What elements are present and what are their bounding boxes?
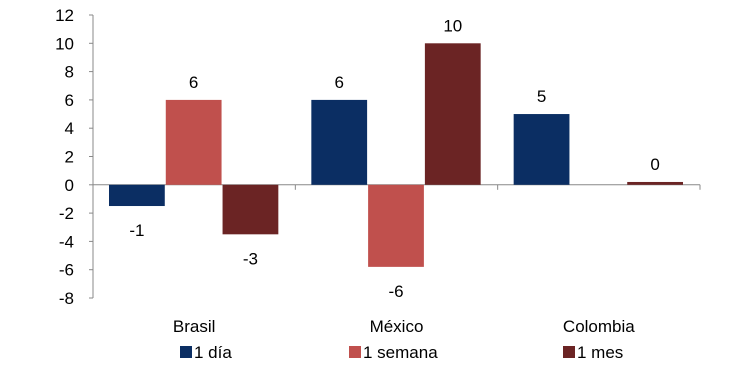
data-label: 5 bbox=[537, 87, 546, 106]
y-tick-label: 10 bbox=[55, 34, 74, 53]
y-tick-label: -2 bbox=[59, 204, 74, 223]
bar bbox=[311, 99, 368, 185]
y-tick-label: -4 bbox=[59, 232, 74, 251]
y-axis: 12 10 8 6 4 2 0 -2 -4 -6 -8 bbox=[55, 6, 94, 308]
data-label: 10 bbox=[443, 16, 462, 35]
legend-label: 1 mes bbox=[577, 343, 623, 362]
bar bbox=[109, 184, 165, 207]
legend: 1 día 1 semana 1 mes bbox=[180, 343, 623, 362]
data-label: -6 bbox=[388, 282, 403, 301]
bar bbox=[222, 184, 279, 235]
y-tick-label: -8 bbox=[59, 289, 74, 308]
y-tick-label: 2 bbox=[65, 148, 74, 167]
data-label: -1 bbox=[129, 221, 144, 240]
legend-item: 1 día bbox=[180, 343, 232, 362]
y-tick-label: 4 bbox=[65, 119, 74, 138]
data-label: 6 bbox=[189, 73, 198, 92]
legend-swatch bbox=[180, 346, 192, 358]
category-label: Colombia bbox=[563, 317, 635, 336]
bar bbox=[368, 184, 424, 267]
category-label: México bbox=[370, 317, 424, 336]
bar bbox=[513, 114, 570, 185]
category-label: Brasil bbox=[173, 317, 216, 336]
data-label: 0 bbox=[650, 155, 659, 174]
y-tick-label: 12 bbox=[55, 6, 74, 25]
legend-label: 1 día bbox=[194, 343, 232, 362]
bar bbox=[627, 181, 683, 185]
data-labels: -1 6 5 6 -6 -3 10 0 bbox=[129, 16, 660, 301]
bars bbox=[109, 43, 683, 267]
data-label: 6 bbox=[334, 73, 343, 92]
legend-swatch bbox=[563, 346, 575, 358]
legend-item: 1 semana bbox=[349, 343, 438, 362]
legend-item: 1 mes bbox=[563, 343, 623, 362]
legend-swatch bbox=[349, 346, 361, 358]
category-labels: Brasil México Colombia bbox=[173, 317, 635, 336]
bar bbox=[424, 43, 481, 185]
bar bbox=[165, 99, 222, 185]
y-tick-label: -6 bbox=[59, 261, 74, 280]
y-tick-label: 0 bbox=[65, 176, 74, 195]
y-tick-label: 6 bbox=[65, 91, 74, 110]
legend-label: 1 semana bbox=[363, 343, 438, 362]
data-label: -3 bbox=[243, 249, 258, 268]
y-tick-label: 8 bbox=[65, 63, 74, 82]
